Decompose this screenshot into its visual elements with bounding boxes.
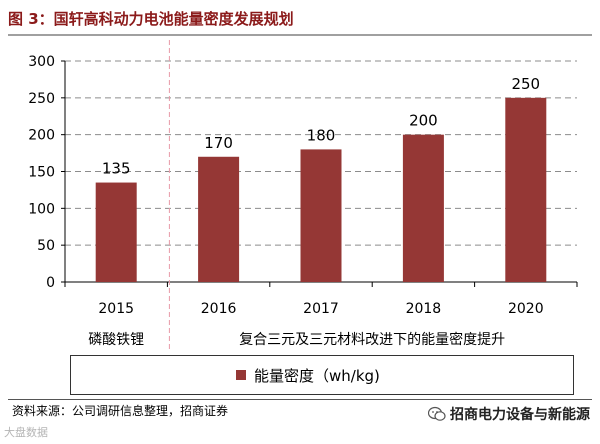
figure-title: 图 3：国轩高科动力电池能量密度发展规划 [8,10,294,28]
bar [198,156,240,282]
x-tick-label: 2015 [98,301,134,317]
x-tick-label: 2018 [406,301,442,317]
bar-chart: 0 50 100 150 200 250 300 135 2015 170 2016 180 2017 2… [28,40,578,350]
watermark: 大盘数据 [4,426,48,439]
y-tick-label: 100 [28,201,55,217]
data-label: 135 [102,160,131,178]
data-label: 170 [204,134,233,152]
legend-label: 能量密度（wh/kg) [254,367,380,385]
y-tick-label: 300 [28,54,55,70]
y-tick-label: 0 [46,275,55,291]
labels: 0 50 100 150 200 250 300 135 2015 170 2016 180 2017 2… [28,54,543,348]
y-tick-label: 250 [28,91,55,107]
bars [95,97,547,282]
brand-label: 招商电力设备与新能源 [428,404,590,424]
x-tick-label: 2017 [303,301,339,317]
footer-divider [8,399,592,400]
data-label: 180 [307,126,336,144]
wechat-icon [428,406,446,421]
bar [300,149,342,282]
brand-text: 招商电力设备与新能源 [450,407,590,423]
group-label: 复合三元及三元材料改进下的能量密度提升 [239,331,505,348]
x-tick-label: 2020 [508,301,544,317]
data-label: 250 [511,75,540,93]
group-label: 磷酸铁锂 [88,332,144,348]
y-tick-label: 200 [28,128,55,144]
title-divider [8,34,592,36]
legend-box [70,355,574,395]
x-tick-label: 2016 [201,301,237,317]
bar [402,134,444,282]
legend-swatch [236,370,246,380]
bar [95,182,137,282]
y-tick-label: 150 [28,165,55,181]
source-note: 资料来源：公司调研信息整理，招商证券 [12,404,229,418]
data-label: 200 [409,112,438,130]
y-tick-label: 50 [37,238,55,254]
bar [505,97,547,282]
